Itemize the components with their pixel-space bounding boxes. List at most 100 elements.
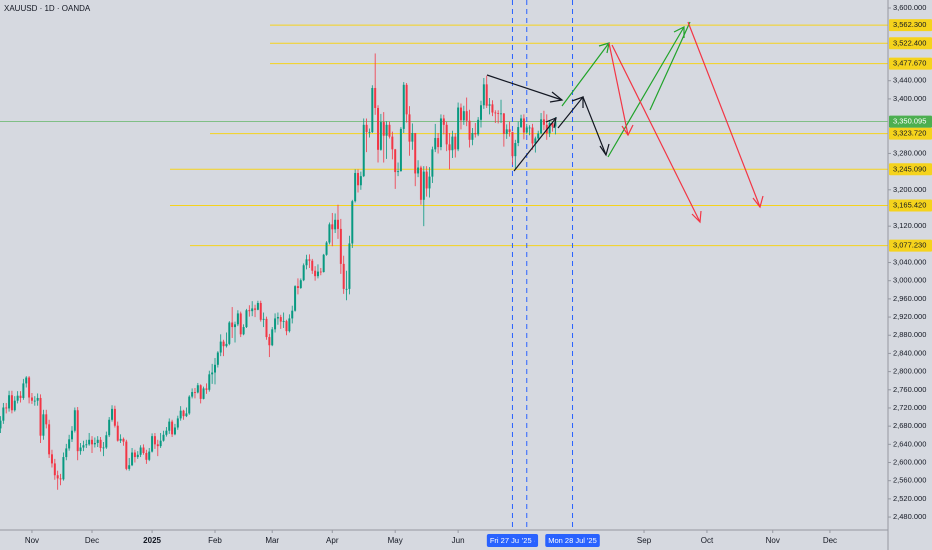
- candle-body: [28, 377, 31, 398]
- candle-body: [199, 385, 202, 399]
- candle-body: [42, 414, 45, 436]
- candle-body: [505, 129, 508, 134]
- candle-body: [294, 286, 297, 311]
- x-tick-label: Mar: [265, 536, 279, 545]
- candle-body: [291, 310, 294, 319]
- x-tick-label: Dec: [823, 536, 837, 545]
- candle-body: [96, 439, 99, 443]
- candle-body: [482, 84, 485, 106]
- candle-body: [30, 397, 33, 401]
- candle-body: [8, 395, 11, 409]
- candle-body: [405, 84, 408, 115]
- arrow: [608, 42, 629, 136]
- candle-body: [136, 454, 139, 458]
- candle-body: [316, 271, 319, 277]
- candle-body: [119, 438, 122, 441]
- candle-body: [514, 142, 517, 157]
- candle-body: [105, 435, 108, 448]
- candle-body: [325, 242, 328, 255]
- y-tick-label: 2,480.000: [893, 512, 926, 521]
- candle-body: [397, 171, 400, 173]
- candle-body: [445, 124, 448, 145]
- x-tick-label: Sep: [637, 536, 652, 545]
- candle-body: [434, 137, 437, 150]
- candle-body: [265, 318, 268, 338]
- x-tick-label: 2025: [143, 536, 161, 545]
- candle-body: [305, 259, 308, 266]
- candle-body: [276, 317, 279, 319]
- candle-body: [425, 171, 428, 189]
- candle-body: [239, 313, 242, 335]
- marker-label: Mon 28 Jul '25: [548, 536, 597, 545]
- candle-body: [151, 436, 154, 452]
- y-tick-label: 3,000.000: [893, 276, 926, 285]
- candle-body: [216, 352, 219, 365]
- marker-label: '25: [522, 536, 532, 545]
- candle-body: [479, 105, 482, 120]
- candle-body: [45, 414, 48, 425]
- arrow-head: [545, 117, 557, 129]
- x-tick-label: Feb: [208, 536, 222, 545]
- candle-body: [551, 122, 554, 127]
- candle-body: [225, 343, 228, 347]
- candle-body: [268, 337, 271, 346]
- candle-body: [91, 439, 94, 445]
- candle-body: [148, 451, 151, 460]
- candle-body: [502, 113, 505, 134]
- y-tick-label: 3,440.000: [893, 76, 926, 85]
- level-label: 3,562.300: [893, 20, 926, 29]
- candle-body: [451, 136, 454, 151]
- candle-body: [359, 176, 362, 186]
- level-label-box: [889, 37, 932, 50]
- candle-body: [328, 224, 331, 243]
- level-label: 3,077.230: [893, 241, 926, 250]
- last-price-label: 3,350.095: [893, 117, 926, 126]
- arrow: [611, 44, 701, 223]
- candle-body: [540, 119, 543, 134]
- candle-body: [70, 430, 73, 440]
- candle-body: [334, 219, 337, 230]
- candle-body: [193, 392, 196, 393]
- candle-body: [314, 270, 317, 277]
- candle-body: [85, 444, 88, 446]
- candle-body: [419, 167, 422, 200]
- y-tick-label: 2,960.000: [893, 294, 926, 303]
- arrow-head: [599, 143, 610, 157]
- candle-body: [488, 104, 491, 106]
- candle-body: [159, 440, 162, 447]
- y-tick-label: 3,600.000: [893, 3, 926, 12]
- level-label-box: [889, 199, 932, 212]
- candle-body: [116, 425, 119, 441]
- candle-body: [62, 457, 65, 480]
- candle-body: [68, 439, 71, 449]
- candle-body: [153, 436, 156, 445]
- level-label-box: [889, 57, 932, 70]
- candle-body: [468, 120, 471, 140]
- candle-body: [431, 149, 434, 177]
- chart-title: XAUUSD · 1D · OANDA: [4, 4, 91, 13]
- marker-label-box: [545, 534, 600, 547]
- candle-body: [531, 127, 534, 144]
- candle-body: [262, 318, 265, 320]
- candle-body: [508, 129, 511, 133]
- candle-body: [202, 388, 205, 399]
- candle-body: [391, 136, 394, 150]
- candle-body: [211, 372, 214, 375]
- arrow: [561, 42, 610, 107]
- candle-body: [182, 410, 185, 417]
- candle-body: [477, 119, 480, 135]
- arrow: [486, 74, 563, 101]
- candle-body: [385, 124, 388, 136]
- y-tick-label: 2,920.000: [893, 312, 926, 321]
- candle-body: [399, 128, 402, 172]
- candles: [0, 53, 557, 490]
- candle-body: [99, 439, 102, 448]
- candle-body: [371, 87, 374, 133]
- candle-body: [208, 374, 211, 390]
- candle-body: [168, 421, 171, 431]
- candle-body: [0, 420, 2, 429]
- candle-body: [19, 395, 22, 398]
